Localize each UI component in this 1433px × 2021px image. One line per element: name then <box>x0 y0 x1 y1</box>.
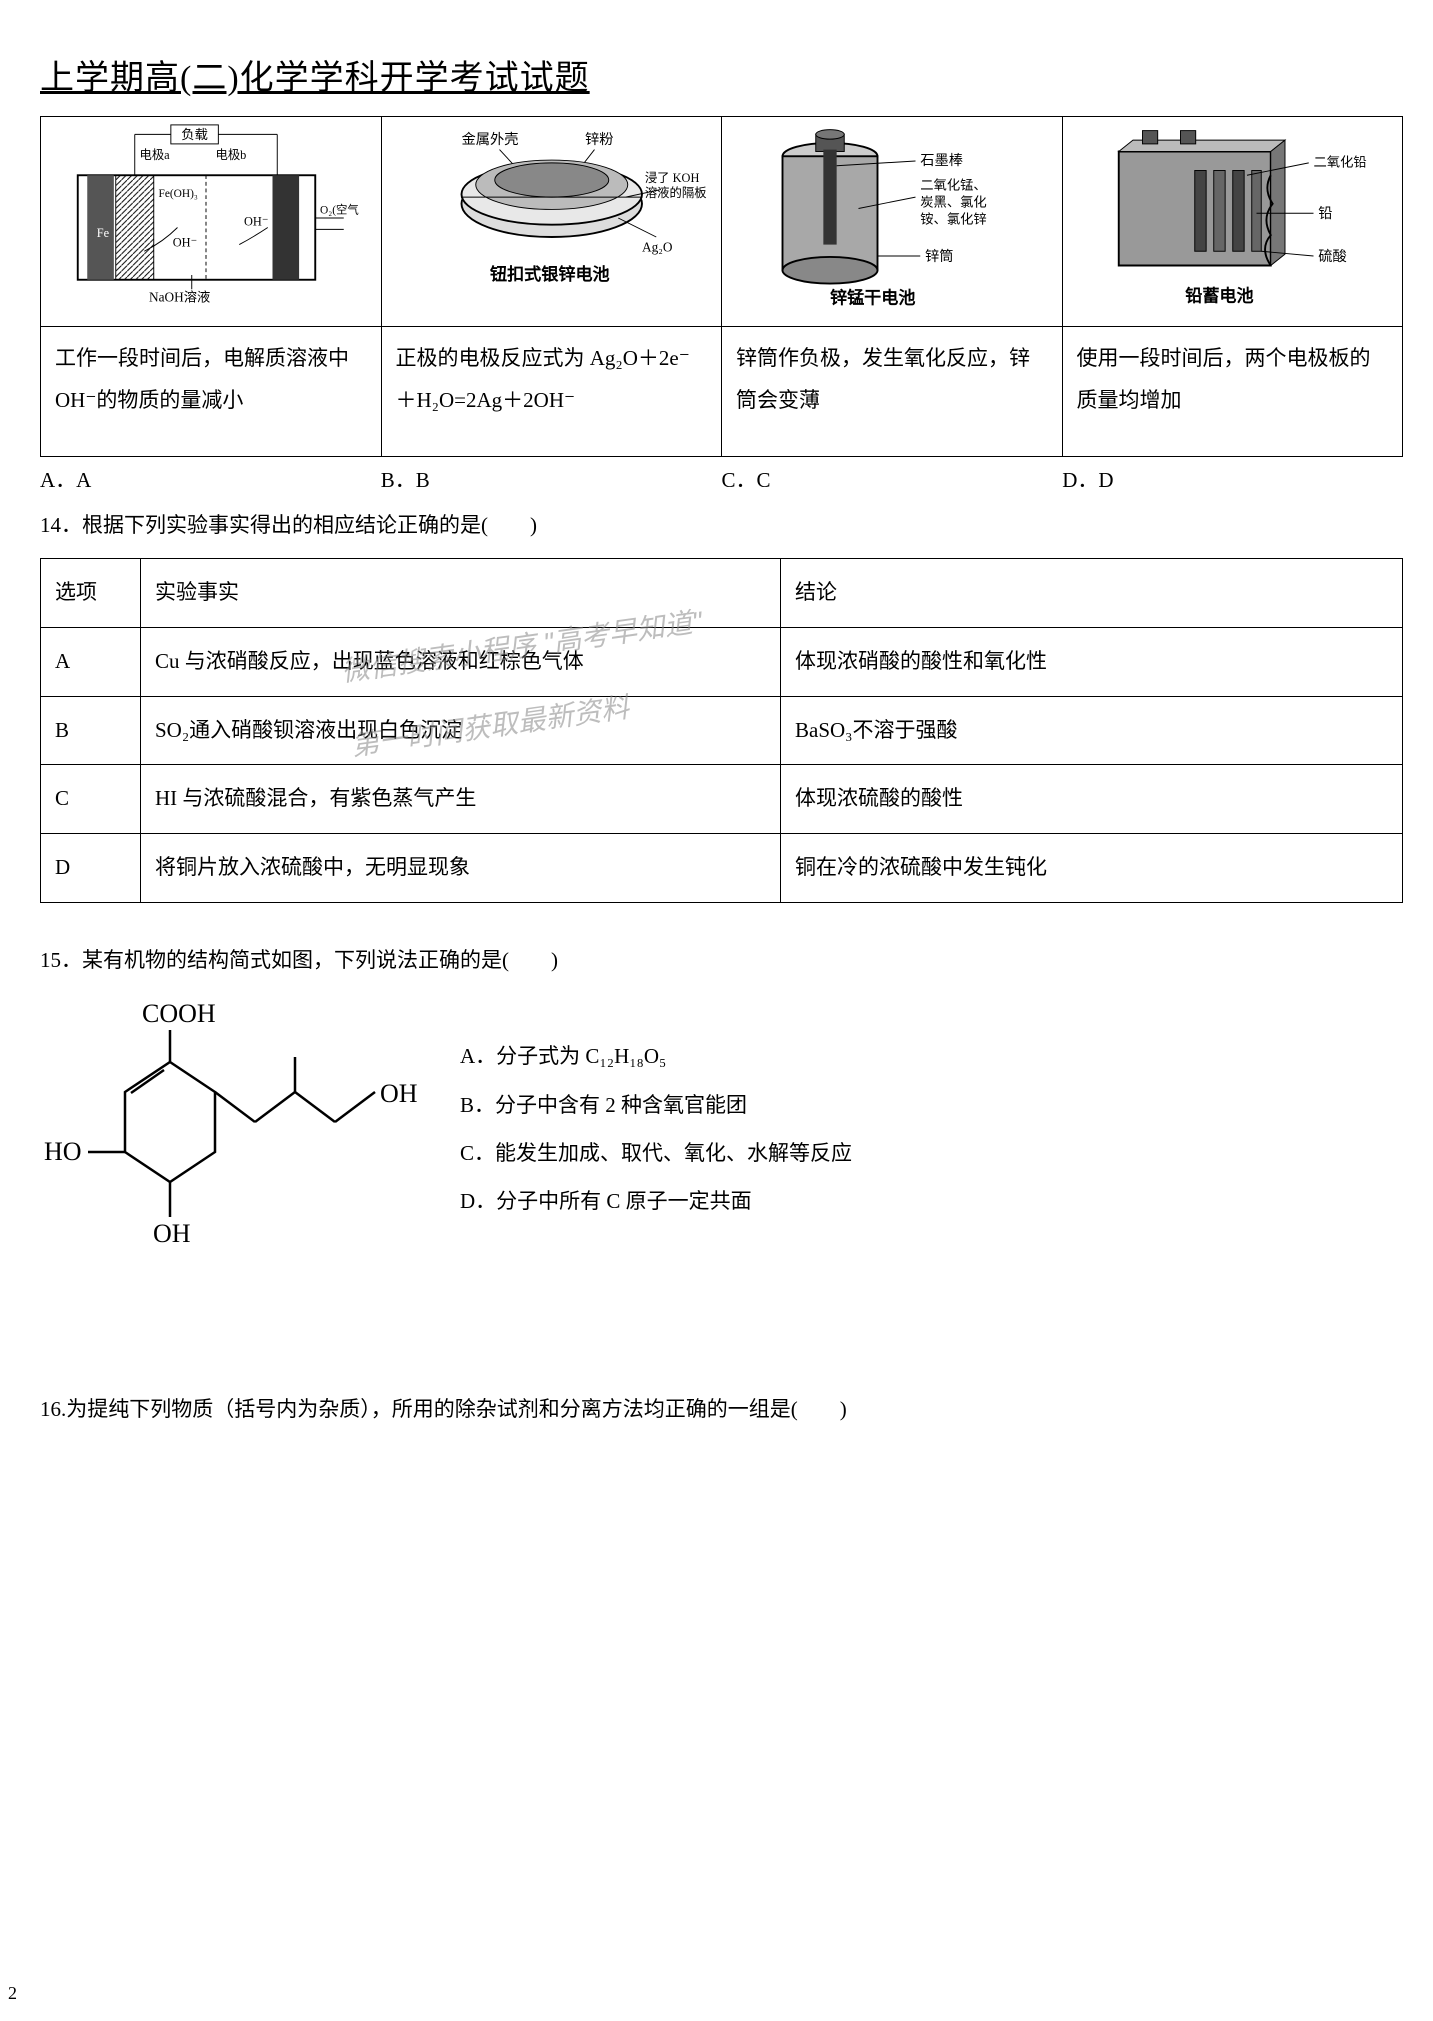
svg-text:锌粉: 锌粉 <box>585 131 614 148</box>
svg-text:NaOH溶液: NaOH溶液 <box>149 289 210 304</box>
q14-stem: 14．根据下列实验事实得出的相应结论正确的是( ) <box>40 508 1403 544</box>
cell-fact: Cu 与浓硝酸反应，出现蓝色溶液和红棕色气体 <box>141 627 781 696</box>
q15-opt-c: C．能发生加成、取代、氧化、水解等反应 <box>460 1129 852 1177</box>
table-row: B SO₂通入硝酸钡溶液出现白色沉淀 BaSO₃不溶于强酸 <box>41 696 1403 765</box>
q15-opt-a: A．分子式为 C₁₂H₁₈O₅ <box>460 1032 852 1080</box>
svg-text:二氧化锰、: 二氧化锰、 <box>920 177 986 192</box>
q15-opt-b: B．分子中含有 2 种含氧官能团 <box>460 1081 852 1129</box>
svg-text:Ag₂O: Ag₂O <box>642 239 673 254</box>
svg-text:Fe: Fe <box>97 226 110 240</box>
table-row: C HI 与浓硫酸混合，有紫色蒸气产生 体现浓硫酸的酸性 <box>41 765 1403 834</box>
cell-conc: 体现浓硝酸的酸性和氧化性 <box>781 627 1403 696</box>
svg-text:硫酸: 硫酸 <box>1318 248 1347 265</box>
desc-a: 工作一段时间后，电解质溶液中 OH⁻的物质的量减小 <box>41 326 382 456</box>
diagram-cell-c: 石墨棒 二氧化锰、 炭黑、氯化 铵、氯化锌 锌筒 锌锰干电池 <box>722 116 1063 326</box>
diagram-cell-a: 负载 电极a 电极b <box>41 116 382 326</box>
svg-text:锌锰干电池: 锌锰干电池 <box>830 287 915 307</box>
diagram-row: 负载 电极a 电极b <box>41 116 1403 326</box>
q15-stem: 15．某有机物的结构简式如图，下列说法正确的是( ) <box>40 943 1403 979</box>
cell-opt: A <box>41 627 141 696</box>
q15-opt-d: D．分子中所有 C 原子一定共面 <box>460 1177 852 1225</box>
page-number: 2 <box>8 1978 17 2009</box>
desc-c: 锌筒作负极，发生氧化反应，锌筒会变薄 <box>722 326 1063 456</box>
desc-d: 使用一段时间后，两个电极板的质量均增加 <box>1062 326 1403 456</box>
cell-fact: SO₂通入硝酸钡溶液出现白色沉淀 <box>141 696 781 765</box>
svg-text:负载: 负载 <box>181 127 208 142</box>
cell-opt: B <box>41 696 141 765</box>
electrolysis-diagram: 负载 电极a 电极b <box>47 123 375 313</box>
option-d: D．D <box>1062 463 1403 499</box>
svg-text:Fe(OH)₃: Fe(OH)₃ <box>159 188 198 200</box>
svg-text:电极a: 电极a <box>140 148 171 162</box>
structural-formula-diagram: COOH HO OH OH <box>40 992 440 1252</box>
desc-b: 正极的电极反应式为 Ag₂O＋2e⁻＋H₂O=2Ag＋2OH⁻ <box>381 326 722 456</box>
cell-fact: 将铜片放入浓硫酸中，无明显现象 <box>141 833 781 902</box>
cell-conc: 体现浓硫酸的酸性 <box>781 765 1403 834</box>
svg-text:石墨棒: 石墨棒 <box>920 152 963 169</box>
svg-text:铅: 铅 <box>1318 205 1332 222</box>
svg-text:铅蓄电池: 铅蓄电池 <box>1185 285 1253 305</box>
svg-text:电极b: 电极b <box>216 148 247 162</box>
page-title: 上学期高(二)化学学科开学考试试题 <box>40 50 1403 108</box>
svg-text:二氧化铅: 二氧化铅 <box>1313 154 1366 169</box>
cell-conc: 铜在冷的浓硫酸中发生钝化 <box>781 833 1403 902</box>
ho-left-label: HO <box>44 1137 82 1166</box>
svg-text:溶液的隔板: 溶液的隔板 <box>644 185 706 200</box>
diagram-cell-d: 二氧化铅 铅 硫酸 铅蓄电池 <box>1062 116 1403 326</box>
button-cell-diagram: 金属外壳 锌粉 浸了 KOH 溶液的隔板 Ag₂O 钮扣式银锌电池 <box>388 123 716 313</box>
svg-text:铵、氯化锌: 铵、氯化锌 <box>920 211 986 226</box>
cell-opt: D <box>41 833 141 902</box>
oh-bottom-label: OH <box>153 1219 191 1248</box>
header-fact: 实验事实 <box>141 559 781 628</box>
svg-text:浸了 KOH: 浸了 KOH <box>644 171 699 185</box>
table-row: D 将铜片放入浓硫酸中，无明显现象 铜在冷的浓硫酸中发生钝化 <box>41 833 1403 902</box>
diagram-cell-b: 金属外壳 锌粉 浸了 KOH 溶液的隔板 Ag₂O 钮扣式银锌电池 <box>381 116 722 326</box>
header-option: 选项 <box>41 559 141 628</box>
svg-text:金属外壳: 金属外壳 <box>461 131 518 148</box>
svg-text:炭黑、氯化: 炭黑、氯化 <box>920 194 986 209</box>
oh-right-label: OH <box>380 1079 418 1108</box>
table-row: A Cu 与浓硝酸反应，出现蓝色溶液和红棕色气体 体现浓硝酸的酸性和氧化性 <box>41 627 1403 696</box>
q15-options: A．分子式为 C₁₂H₁₈O₅ B．分子中含有 2 种含氧官能团 C．能发生加成… <box>440 992 852 1225</box>
battery-diagram-table: 负载 电极a 电极b <box>40 116 1403 457</box>
cell-fact: HI 与浓硫酸混合，有紫色蒸气产生 <box>141 765 781 834</box>
cell-opt: C <box>41 765 141 834</box>
q13-options: A．A B．B C．C D．D <box>40 463 1403 499</box>
description-row: 工作一段时间后，电解质溶液中 OH⁻的物质的量减小 正极的电极反应式为 Ag₂O… <box>41 326 1403 456</box>
header-conclusion: 结论 <box>781 559 1403 628</box>
dry-cell-diagram: 石墨棒 二氧化锰、 炭黑、氯化 铵、氯化锌 锌筒 锌锰干电池 <box>728 123 1056 313</box>
cell-conc: BaSO₃不溶于强酸 <box>781 696 1403 765</box>
option-c: C．C <box>722 463 1063 499</box>
lead-acid-diagram: 二氧化铅 铅 硫酸 铅蓄电池 <box>1069 123 1397 313</box>
svg-text:钮扣式银锌电池: 钮扣式银锌电池 <box>490 264 610 284</box>
option-b: B．B <box>381 463 722 499</box>
svg-text:O₂(空气: O₂(空气 <box>320 202 359 216</box>
cooh-label: COOH <box>142 999 216 1028</box>
svg-text:OH⁻: OH⁻ <box>173 235 197 249</box>
svg-text:OH⁻: OH⁻ <box>244 214 268 228</box>
q14-table: 选项 实验事实 结论 A Cu 与浓硝酸反应，出现蓝色溶液和红棕色气体 体现浓硝… <box>40 558 1403 902</box>
option-a: A．A <box>40 463 381 499</box>
table-row: 选项 实验事实 结论 <box>41 559 1403 628</box>
svg-text:锌筒: 锌筒 <box>925 248 954 265</box>
q15-content: COOH HO OH OH A．分子式为 C₁₂H₁₈O₅ B．分子中含有 2 … <box>40 992 1403 1252</box>
q16-stem: 16.为提纯下列物质（括号内为杂质），所用的除杂试剂和分离方法均正确的一组是( … <box>40 1392 1403 1428</box>
